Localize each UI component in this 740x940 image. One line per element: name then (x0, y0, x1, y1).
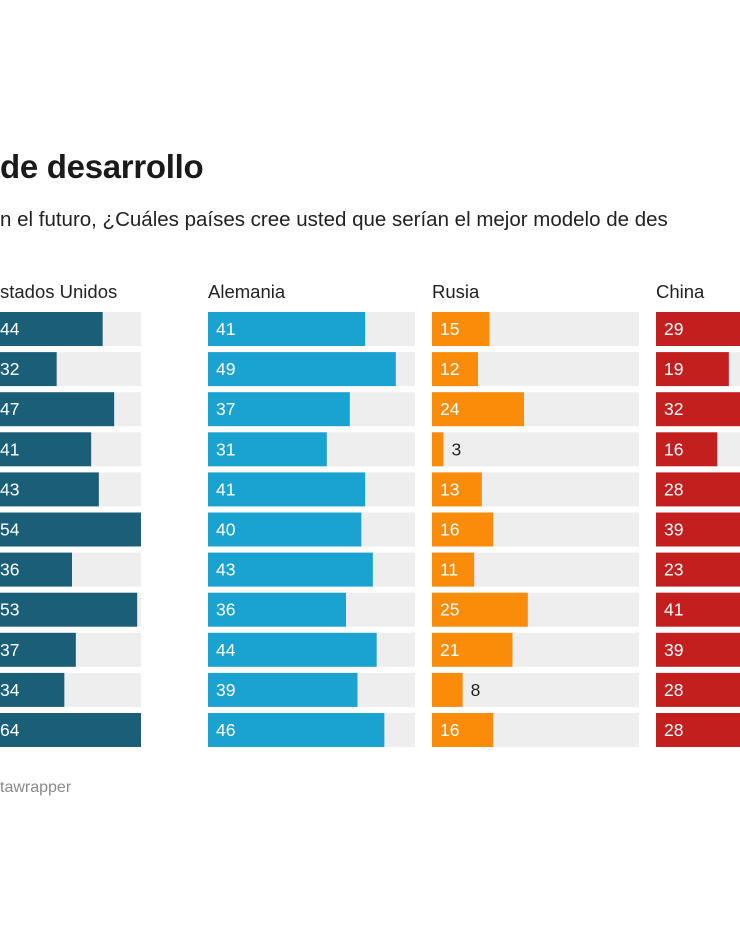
data-label: 64 (0, 720, 20, 740)
bar (208, 432, 327, 467)
data-label: 19 (664, 359, 683, 379)
data-label: 39 (216, 680, 235, 700)
bar (656, 312, 740, 346)
data-label: 25 (440, 600, 459, 620)
data-label: 24 (440, 399, 460, 419)
bar (656, 432, 718, 467)
bar (208, 392, 350, 427)
data-label: 31 (216, 439, 235, 459)
data-label: 46 (216, 720, 235, 740)
data-label: 29 (664, 319, 683, 339)
bar (0, 512, 141, 547)
bar (0, 432, 92, 467)
bar (656, 592, 740, 627)
data-label: 32 (664, 399, 683, 419)
bar (656, 512, 740, 547)
bar (0, 352, 57, 387)
data-label: 15 (440, 319, 459, 339)
bar (0, 392, 115, 427)
bar (208, 713, 385, 747)
data-label: 41 (664, 600, 683, 620)
bar (432, 632, 513, 667)
bar (656, 392, 740, 427)
data-label: 37 (0, 640, 19, 660)
bar (656, 552, 740, 587)
data-label: 40 (216, 520, 236, 540)
data-label: 43 (0, 479, 19, 499)
data-label: 41 (216, 479, 235, 499)
bar (432, 432, 444, 467)
bar (0, 552, 72, 587)
chart-title: de desarrollo (0, 148, 204, 185)
bar (656, 632, 740, 667)
bar (432, 312, 490, 346)
data-label: 13 (440, 479, 459, 499)
data-label: 36 (0, 560, 19, 580)
data-label: 49 (216, 359, 235, 379)
data-label: 8 (471, 680, 481, 700)
bar (0, 592, 138, 627)
bar (432, 592, 528, 627)
data-label: 34 (0, 680, 20, 700)
data-label: 16 (664, 439, 683, 459)
bar (432, 672, 463, 707)
bar (208, 512, 362, 547)
data-label: 41 (0, 439, 19, 459)
bar (432, 552, 475, 587)
data-label: 43 (216, 560, 235, 580)
data-label: 39 (664, 640, 683, 660)
data-label: 12 (440, 359, 459, 379)
data-label: 32 (0, 359, 19, 379)
data-label: 36 (216, 600, 235, 620)
data-label: 16 (440, 520, 459, 540)
chart-subtitle: n el futuro, ¿Cuáles países cree usted q… (0, 208, 668, 231)
bar (0, 472, 99, 507)
bar (208, 472, 366, 507)
data-label: 54 (0, 520, 20, 540)
source-credit: tawrapper (0, 779, 72, 796)
panel-header: Alemania (208, 281, 286, 302)
data-label: 44 (0, 319, 20, 339)
panel-header: Rusia (432, 281, 480, 302)
bar (432, 713, 494, 747)
bar (208, 672, 358, 707)
bar (208, 312, 366, 346)
data-label: 28 (664, 720, 683, 740)
bar (656, 672, 740, 707)
bar (208, 592, 346, 627)
bar (0, 713, 141, 747)
bar (208, 352, 396, 387)
bar-track (432, 432, 639, 467)
bar (656, 352, 729, 387)
bar (432, 392, 524, 427)
data-label: 53 (0, 600, 19, 620)
data-label: 16 (440, 720, 459, 740)
bar (0, 632, 76, 667)
bar (656, 713, 740, 747)
bar (208, 552, 373, 587)
data-label: 47 (0, 399, 19, 419)
bar (432, 472, 482, 507)
data-label: 23 (664, 560, 683, 580)
bar (432, 352, 478, 387)
data-label: 3 (452, 439, 462, 459)
data-label: 28 (664, 680, 683, 700)
data-label: 28 (664, 479, 683, 499)
bar (656, 472, 740, 507)
data-label: 21 (440, 640, 459, 660)
data-label: 39 (664, 520, 683, 540)
data-label: 37 (216, 399, 235, 419)
panel-header: stados Unidos (0, 281, 117, 302)
bar-chart: stados Unidos 44 32 47 41 43 54 36 53 37 34 64 Alema… (0, 281, 740, 747)
bar (0, 312, 103, 346)
bar (208, 632, 377, 667)
data-label: 41 (216, 319, 235, 339)
bar (0, 672, 65, 707)
data-label: 11 (440, 560, 458, 580)
data-label: 44 (216, 640, 236, 660)
panel-header: China (656, 281, 705, 302)
bar (432, 512, 494, 547)
bar-track (432, 672, 639, 707)
